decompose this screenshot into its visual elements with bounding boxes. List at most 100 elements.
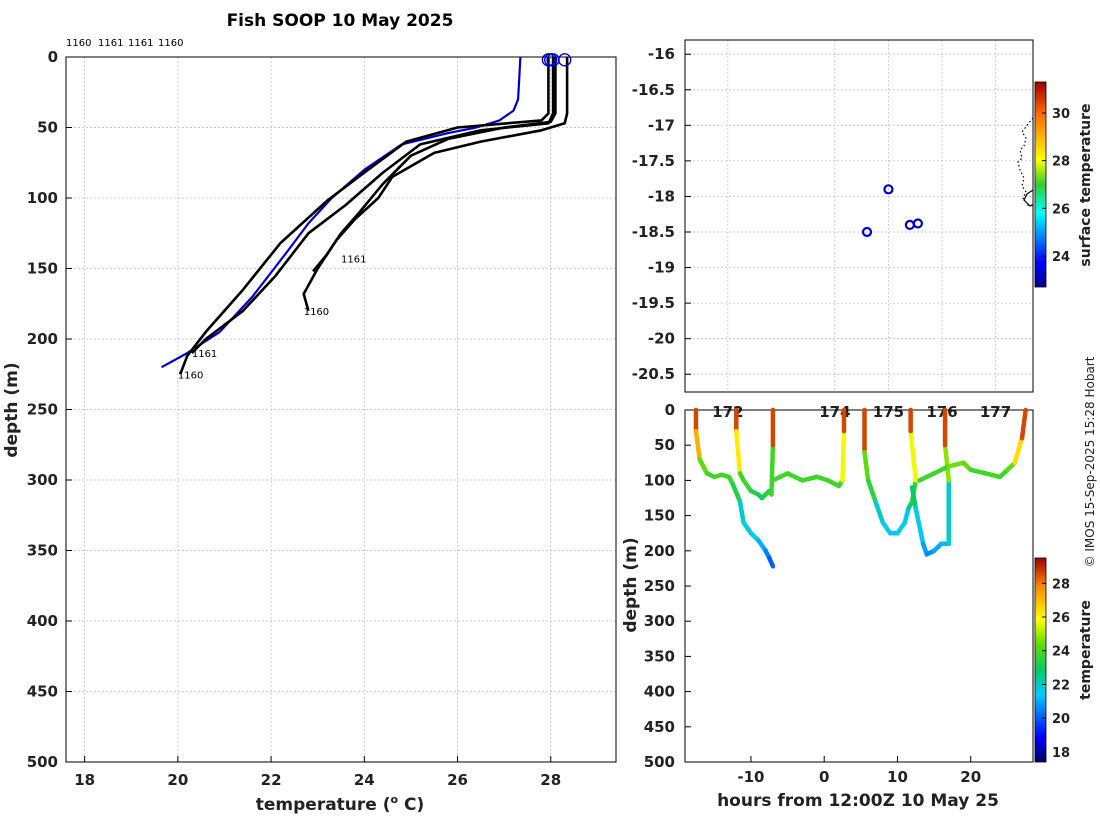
profile-ylabel: depth (m) <box>2 362 22 457</box>
section-ytick-label: 500 <box>644 753 675 771</box>
profile-ytick-label: 300 <box>27 471 58 489</box>
map-ytick-label: -16 <box>648 45 675 63</box>
profile-ytick-label: 200 <box>27 330 58 348</box>
section-ylabel: depth (m) <box>621 537 641 632</box>
section-xtick-label: 10 <box>887 768 908 786</box>
section-colorbar-tick-label: 26 <box>1052 611 1070 626</box>
surface-colorbar-tick-label: 26 <box>1052 202 1070 217</box>
profile-line-profile-3 <box>190 57 555 355</box>
map-xtick-label: 175 <box>873 403 904 421</box>
section-xtick-label: 0 <box>819 768 829 786</box>
section-colorbar-tick-label: 28 <box>1052 577 1070 592</box>
profile-ytick-label: 150 <box>27 260 58 278</box>
section-panel: 0 50 100 150 200 250 300 350 400 450 500 -10 0 10 20 h… <box>621 401 1094 811</box>
section-segment <box>902 506 911 525</box>
section-segment <box>785 471 805 483</box>
section-colorbar-tick-label: 18 <box>1052 746 1070 761</box>
section-cast-cast-e <box>909 407 951 557</box>
chart-title: Fish SOOP 10 May 2025 <box>227 11 454 31</box>
profile-xtick-label: 20 <box>167 771 188 789</box>
coastline <box>1017 117 1034 206</box>
section-segment <box>799 474 820 483</box>
section-ytick-label: 0 <box>665 401 675 419</box>
profile-top-labels: 1160 1161 1161 1160 <box>66 38 183 49</box>
section-ytick-label: 400 <box>644 683 675 701</box>
surface-colorbar-ticks: 24 26 28 30 <box>1042 107 1070 265</box>
profile-line-profile-1 <box>302 57 569 312</box>
section-segment <box>983 471 1003 480</box>
profile-xlabel-main: temperature ( <box>256 795 391 815</box>
map-points <box>861 184 923 238</box>
profile-top-label: 1161 <box>128 38 153 49</box>
section-colorbar-tick-label: 24 <box>1052 645 1070 660</box>
section-segment <box>769 442 776 497</box>
section-segment <box>931 464 951 476</box>
profile-annotation: 1161 <box>192 349 217 360</box>
section-segment <box>865 478 878 504</box>
surface-colorbar <box>1034 81 1047 288</box>
credit-text: © IMOS 15-Sep-2025 15:28 Hobart <box>1083 356 1097 567</box>
map-point <box>912 218 923 229</box>
profile-xtick-label: 28 <box>540 771 561 789</box>
profile-ytick-label: 350 <box>27 542 58 560</box>
profile-top-label: 1160 <box>66 38 91 49</box>
map-xtick-label: 177 <box>980 403 1011 421</box>
section-segment <box>840 428 847 483</box>
profile-line-profile-2 <box>311 57 557 273</box>
profile-annotation: 1160 <box>304 307 329 318</box>
section-cast-cast-b <box>734 407 776 501</box>
section-ytick-label: 150 <box>644 507 675 525</box>
map-ytick-label: -17 <box>648 116 675 134</box>
section-xtick-label: -10 <box>737 768 764 786</box>
section-ytick-label: 250 <box>644 577 675 595</box>
section-colorbar-tick-label: 22 <box>1052 678 1070 693</box>
map-ticks: -16 -16.5 -17 -17.5 -18 -18.5 -19 -19.5 -20 -20.5… <box>632 45 1011 421</box>
profile-gridlines <box>66 56 616 763</box>
map-gridlines <box>685 40 1033 392</box>
map-xtick-label: 172 <box>712 403 743 421</box>
map-axes-frame <box>684 39 1034 393</box>
section-ytick-label: 50 <box>654 436 675 454</box>
profile-top-label: 1161 <box>98 38 123 49</box>
map-point <box>883 184 894 195</box>
profile-xtick-label: 22 <box>261 771 282 789</box>
section-ytick-label: 300 <box>644 612 675 630</box>
section-segment <box>737 499 746 525</box>
surface-marker <box>558 53 572 67</box>
profile-xtick-label: 26 <box>447 771 468 789</box>
section-cast-cast-f <box>917 407 1028 483</box>
profile-line-profile-4 <box>178 57 550 375</box>
section-segment <box>917 471 937 483</box>
profile-annotation: 1160 <box>178 370 203 381</box>
profile-xlabel: temperature (o C) <box>256 793 425 815</box>
map-ytick-label: -19 <box>648 259 675 277</box>
surface-colorbar-tick-label: 24 <box>1052 250 1070 265</box>
section-colorbar-label: temperature <box>1078 600 1094 700</box>
section-colorbar-tick-label: 20 <box>1052 712 1070 727</box>
surface-colorbar-tick-label: 30 <box>1052 107 1070 122</box>
profile-ytick-label: 100 <box>27 189 58 207</box>
section-segment <box>1012 435 1025 466</box>
profile-ytick-label: 400 <box>27 612 58 630</box>
map-ytick-label: -18.5 <box>632 223 675 241</box>
section-segment <box>730 481 743 504</box>
section-colorbar-ticks: 18 20 22 24 26 28 <box>1042 577 1070 761</box>
map-point <box>904 219 915 230</box>
profile-ytick-label: 500 <box>27 753 58 771</box>
section-segment <box>908 428 919 483</box>
map-xtick-label: 176 <box>926 403 957 421</box>
map-ytick-label: -19.5 <box>632 294 675 312</box>
section-ticks: 0 50 100 150 200 250 300 350 400 450 500 -10 0 10 20 <box>644 401 981 786</box>
section-segment <box>942 442 951 483</box>
map-ytick-label: -17.5 <box>632 152 675 170</box>
profile-annotations: 1161 1160 1161 1160 <box>178 255 367 382</box>
map-point <box>861 226 873 238</box>
profile-ytick-label: 0 <box>48 48 58 66</box>
map-ytick-label: -20.5 <box>632 365 675 383</box>
section-segment <box>697 457 710 476</box>
map-ytick-label: -18 <box>648 187 675 205</box>
profile-xlabel-sup: o <box>391 793 399 806</box>
map-panel: -16 -16.5 -17 -17.5 -18 -18.5 -19 -19.5 -20 -20.5… <box>632 39 1094 421</box>
profile-xlabel-end: C) <box>398 795 424 815</box>
